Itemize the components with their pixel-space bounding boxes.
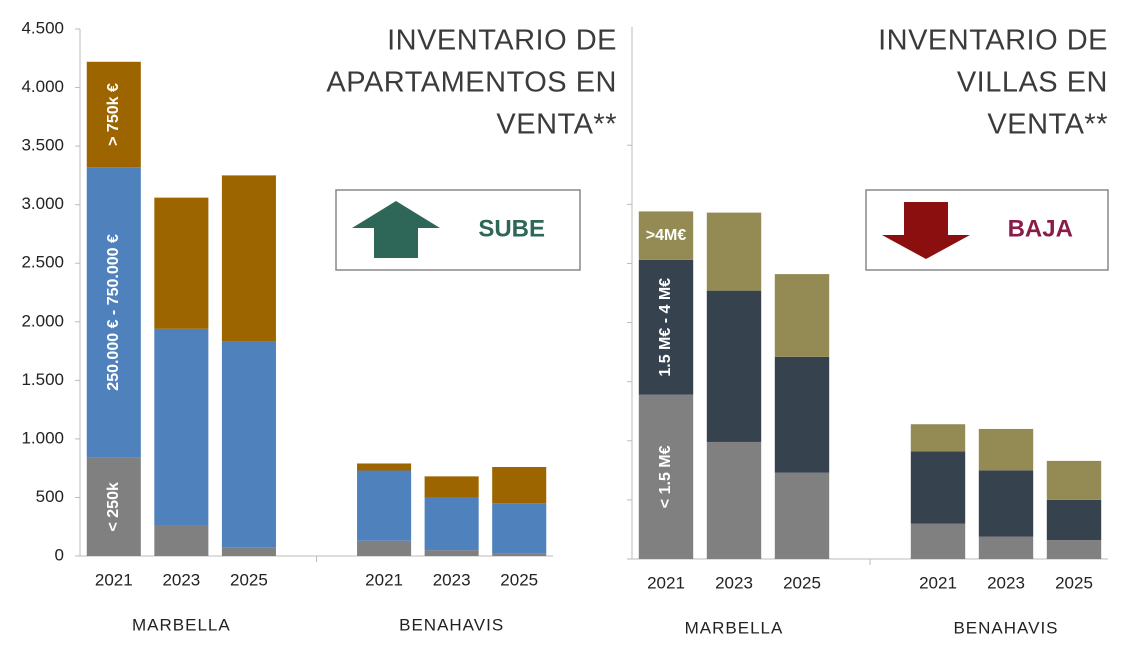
bar-segment — [774, 356, 830, 473]
segment-label: 250.000 € - 750.000 € — [105, 234, 122, 391]
chart-title: APARTAMENTOS EN — [326, 67, 617, 99]
annotation-arrow — [352, 201, 440, 258]
bar-segment — [424, 476, 479, 498]
segment-label: > 750k € — [105, 83, 122, 146]
bar-segment — [978, 428, 1034, 471]
chart-title: INVENTARIO DE — [878, 25, 1108, 57]
bar-segment — [154, 525, 209, 556]
y-tick-label: 0 — [55, 545, 64, 564]
y-tick-label: 500 — [36, 487, 64, 506]
y-tick-label: 3.500 — [21, 136, 64, 155]
y-tick-label: 1.500 — [21, 370, 64, 389]
bar-segment — [357, 470, 412, 541]
bar-segment — [638, 394, 694, 559]
bar-segment — [978, 470, 1034, 537]
bar-segment — [638, 259, 694, 395]
segment-label: 1.5 M€ - 4 M€ — [657, 278, 674, 377]
x-tick-label: 2025 — [500, 570, 538, 589]
bar-segment — [357, 463, 412, 471]
chart-title: INVENTARIO DE — [387, 25, 617, 57]
group-label: MARBELLA — [685, 618, 784, 637]
bar-segment — [978, 536, 1034, 559]
x-tick-label: 2021 — [95, 570, 133, 589]
x-tick-label: 2021 — [919, 573, 957, 592]
bar-segment — [221, 547, 276, 556]
bar-segment — [154, 328, 209, 526]
bar-segment — [638, 211, 694, 260]
x-tick-label: 2025 — [230, 570, 268, 589]
bar-segment — [492, 466, 547, 504]
group-label: BENAHAVIS — [399, 615, 504, 634]
bar-segment — [492, 553, 547, 556]
x-tick-label: 2021 — [647, 573, 685, 592]
chart-title: VENTA** — [496, 109, 617, 141]
bar-segment — [492, 503, 547, 554]
annotation-label: BAJA — [1008, 215, 1073, 242]
bar-segment — [86, 457, 141, 556]
x-tick-label: 2023 — [987, 573, 1025, 592]
segment-label: < 250k — [105, 482, 122, 531]
bar-segment — [154, 197, 209, 329]
group-label: MARBELLA — [132, 615, 231, 634]
chart-title: VENTA** — [987, 109, 1108, 141]
bar-segment — [86, 61, 141, 168]
bar-segment — [774, 472, 830, 559]
bar-segment — [774, 274, 830, 357]
bar-segment — [706, 290, 762, 442]
y-tick-label: 2.000 — [21, 311, 64, 330]
annotation-label: SUBE — [478, 215, 545, 242]
y-tick-label: 4.000 — [21, 77, 64, 96]
bar-segment — [910, 523, 966, 559]
bar-segment — [1046, 499, 1102, 541]
group-label: BENAHAVIS — [953, 618, 1058, 637]
y-tick-label: 1.000 — [21, 428, 64, 447]
bar-segment — [910, 451, 966, 524]
bar-segment — [910, 424, 966, 452]
annotation-arrow — [882, 202, 970, 259]
chart-title: VILLAS EN — [957, 67, 1108, 99]
x-tick-label: 2025 — [1055, 573, 1093, 592]
bar-segment — [357, 540, 412, 556]
bar-segment — [1046, 540, 1102, 559]
y-tick-label: 4.500 — [21, 18, 64, 37]
bar-segment — [221, 175, 276, 342]
bar-segment — [706, 212, 762, 291]
x-tick-label: 2023 — [433, 570, 471, 589]
x-tick-label: 2023 — [162, 570, 200, 589]
segment-label: >4M€ — [646, 227, 687, 244]
segment-label: < 1.5 M€ — [657, 445, 674, 508]
bar-segment — [1046, 460, 1102, 500]
bar-segment — [706, 441, 762, 559]
bar-segment — [424, 497, 479, 551]
bar-segment — [221, 341, 276, 548]
y-tick-label: 3.000 — [21, 194, 64, 213]
bar-segment — [86, 167, 141, 458]
x-tick-label: 2023 — [715, 573, 753, 592]
y-tick-label: 2.500 — [21, 253, 64, 272]
x-tick-label: 2021 — [365, 570, 403, 589]
x-tick-label: 2025 — [783, 573, 821, 592]
bar-segment — [424, 550, 479, 556]
